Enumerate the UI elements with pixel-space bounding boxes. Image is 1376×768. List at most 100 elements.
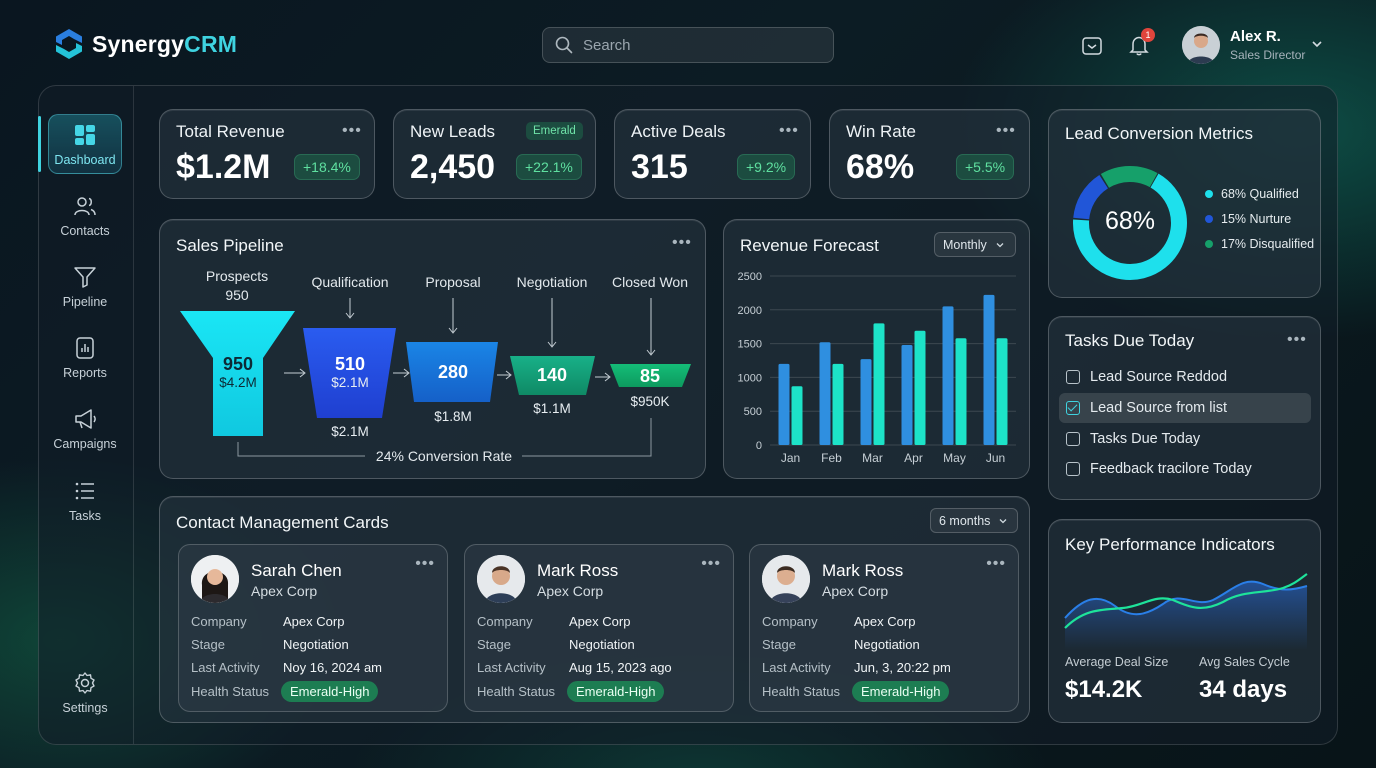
bar-jan-1 [778,363,790,445]
contacts-icon [74,197,96,216]
field-label: Company [477,614,533,629]
field-label: Last Activity [762,660,831,675]
task-item[interactable]: Feedback tracilore Today [1059,454,1311,484]
change-badge: +9.2% [737,154,796,180]
stat-value: 68% [846,148,915,186]
panel-title: Lead Conversion Metrics [1065,124,1254,143]
y-tick-label: 1500 [738,339,762,351]
change-badge: +5.5% [956,154,1015,180]
task-checkbox[interactable] [1066,370,1080,384]
stat-card-active-deals[interactable]: Active Deals ••• 315 +9.2% [614,109,811,199]
panel-title: Contact Management Cards [176,513,389,532]
kpi-value: $14.2K [1065,676,1143,703]
sidebar-item-campaigns[interactable]: Campaigns [45,407,125,451]
stat-card-new-leads[interactable]: New Leads Emerald 2,450 +22.1% [393,109,596,199]
stage-count: 85 [639,366,661,386]
task-label: Feedback tracilore Today [1090,461,1252,477]
chevron-down-icon [996,242,1004,247]
contact-card[interactable]: Mark Ross Apex Corp ••• Company Apex Cor… [749,544,1019,712]
field-value: Apex Corp [854,614,916,629]
bar-may-1 [942,306,954,445]
field-value: Apex Corp [569,614,631,629]
legend-item: 15% Nurture [1205,212,1291,226]
more-icon[interactable]: ••• [415,555,435,572]
more-icon[interactable]: ••• [986,555,1006,572]
revenue-forecast-chart: 0 500 1000 1500 2000 2500 Jan Feb Mar Apr May Jun [738,271,1016,465]
megaphone-icon [75,409,96,429]
kpi-panel: Key Performance Indicators Average Deal … [1048,519,1321,723]
stage-count: 280 [437,362,469,382]
search-input[interactable] [583,36,813,54]
task-label: Lead Source from list [1090,400,1228,416]
more-icon[interactable]: ••• [672,234,692,251]
task-item[interactable]: Lead Source Reddod [1059,362,1311,392]
field-label: Stage [191,637,225,652]
conversion-donut-chart [1073,166,1187,280]
tasks-panel: Tasks Due Today ••• [1048,316,1321,500]
stat-card-total-revenue[interactable]: Total Revenue ••• $1.2M +18.4% [159,109,375,199]
sidebar-item-reports[interactable]: Reports [45,336,125,380]
task-item[interactable]: Lead Source from list [1059,393,1311,423]
legend-dot [1205,190,1213,198]
donut-center-value: 68% [1104,207,1156,235]
task-item[interactable]: Tasks Due Today [1059,424,1311,454]
search-bar[interactable] [542,27,834,63]
down-arrows [345,298,656,356]
contact-org: Apex Corp [822,583,889,599]
sidebar-item-pipeline[interactable]: Pipeline [45,265,125,309]
bar-jun-2 [996,338,1008,445]
task-checkbox[interactable] [1066,401,1080,415]
contact-card[interactable]: Mark Ross Apex Corp ••• Company Apex Cor… [464,544,734,712]
sidebar-item-settings[interactable]: Settings [45,671,125,715]
y-tick-label: 2500 [738,271,762,283]
active-indicator [38,116,41,172]
panel-title: Revenue Forecast [740,236,879,255]
app-logo[interactable]: SynergyCRM [54,28,237,60]
stat-card-win-rate[interactable]: Win Rate ••• 68% +5.5% [829,109,1030,199]
bell-icon[interactable] [1128,34,1150,56]
more-icon[interactable]: ••• [342,122,362,139]
x-tick-label: Feb [821,451,842,465]
kpi-line-blue [1064,580,1308,619]
contact-card[interactable]: Sarah Chen Apex Corp ••• Company Apex Co… [178,544,448,712]
contact-photo [477,555,525,603]
contact-avatar [191,555,239,603]
field-label: Company [762,614,818,629]
period-select[interactable]: Monthly [934,232,1016,257]
sidebar-item-tasks[interactable]: Tasks [45,479,125,523]
sidebar-item-contacts[interactable]: Contacts [45,194,125,238]
kpi-label: Avg Sales Cycle [1199,655,1290,669]
task-checkbox[interactable] [1066,462,1080,476]
stage-label: Qualification [311,274,389,290]
field-label: Last Activity [191,660,260,675]
health-badge: Emerald-High [281,681,379,702]
kpi-label: Average Deal Size [1065,655,1169,669]
bar-jan-2 [791,386,803,445]
logo-icon [56,29,82,59]
sidebar-item-dashboard[interactable]: Dashboard [45,123,125,167]
sidebar-active-bg [48,114,122,174]
calendar-icon[interactable] [1081,35,1103,57]
y-tick-label: 2000 [738,305,762,317]
sidebar-item-label: Contacts [60,224,110,238]
contact-name: Mark Ross [822,561,904,580]
contact-org: Apex Corp [251,583,318,599]
more-icon[interactable]: ••• [701,555,721,572]
bar-feb-2 [832,363,844,445]
bar-apr-2 [914,330,926,445]
bar-feb-1 [819,342,831,445]
more-icon[interactable]: ••• [1287,331,1307,348]
user-avatar[interactable] [1182,26,1220,64]
bar-mar-2 [873,323,885,445]
task-checkbox[interactable] [1066,432,1080,446]
legend-item: 17% Disqualified [1205,237,1314,251]
pipeline-funnel [180,298,691,457]
more-icon[interactable]: ••• [779,122,799,139]
range-select[interactable]: 6 months [930,508,1018,533]
contact-name: Sarah Chen [251,561,342,580]
stage-label: Proposal [425,274,481,290]
more-icon[interactable]: ••• [996,122,1016,139]
chevron-down-icon[interactable] [1311,38,1323,50]
stage-below-amount: $1.1M [533,401,571,416]
stat-value: 315 [631,148,688,186]
